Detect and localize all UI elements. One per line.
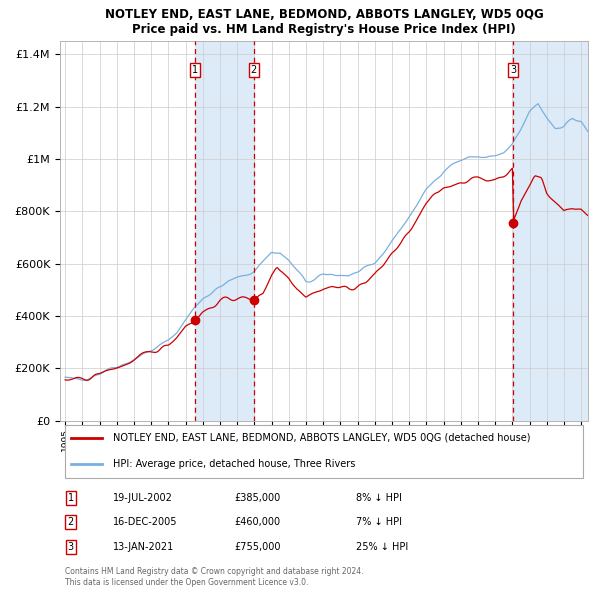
Text: £385,000: £385,000	[234, 493, 280, 503]
Text: 3: 3	[510, 65, 516, 75]
Text: HPI: Average price, detached house, Three Rivers: HPI: Average price, detached house, Thre…	[113, 459, 355, 469]
Text: Contains HM Land Registry data © Crown copyright and database right 2024.: Contains HM Land Registry data © Crown c…	[65, 567, 364, 576]
FancyBboxPatch shape	[65, 425, 583, 478]
Text: This data is licensed under the Open Government Licence v3.0.: This data is licensed under the Open Gov…	[65, 578, 308, 587]
Text: 2: 2	[67, 517, 74, 527]
Title: NOTLEY END, EAST LANE, BEDMOND, ABBOTS LANGLEY, WD5 0QG
Price paid vs. HM Land R: NOTLEY END, EAST LANE, BEDMOND, ABBOTS L…	[104, 8, 544, 36]
Text: 2: 2	[251, 65, 257, 75]
Bar	[513, 41, 588, 421]
Text: £755,000: £755,000	[234, 542, 281, 552]
Text: 1: 1	[192, 65, 198, 75]
Text: 13-JAN-2021: 13-JAN-2021	[113, 542, 174, 552]
Text: 25% ↓ HPI: 25% ↓ HPI	[356, 542, 408, 552]
Text: NOTLEY END, EAST LANE, BEDMOND, ABBOTS LANGLEY, WD5 0QG (detached house): NOTLEY END, EAST LANE, BEDMOND, ABBOTS L…	[113, 432, 530, 442]
Bar	[195, 41, 254, 421]
Text: 3: 3	[67, 542, 74, 552]
Text: 7% ↓ HPI: 7% ↓ HPI	[356, 517, 401, 527]
Text: 19-JUL-2002: 19-JUL-2002	[113, 493, 173, 503]
Text: 8% ↓ HPI: 8% ↓ HPI	[356, 493, 401, 503]
Text: 16-DEC-2005: 16-DEC-2005	[113, 517, 178, 527]
Text: £460,000: £460,000	[234, 517, 280, 527]
Text: 1: 1	[67, 493, 74, 503]
